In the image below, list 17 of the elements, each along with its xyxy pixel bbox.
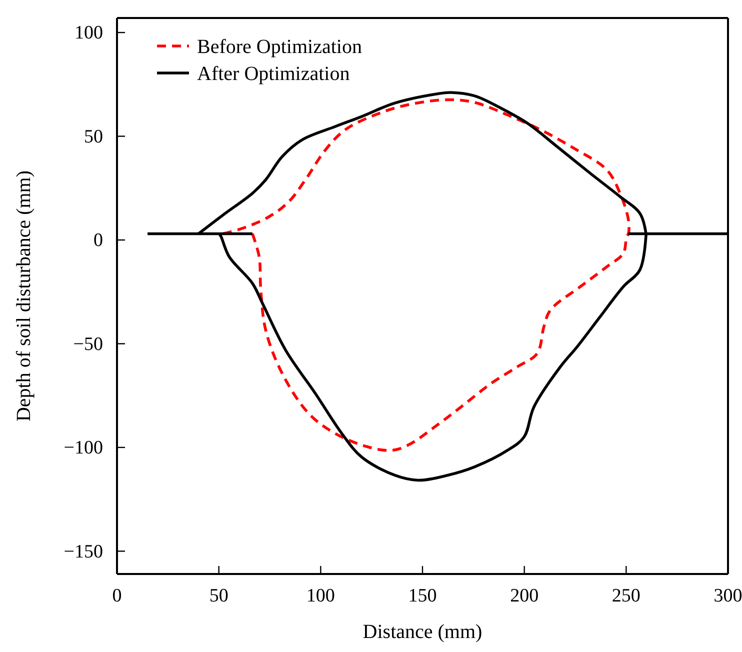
- y-tick-label: −50: [73, 334, 103, 355]
- y-tick-label: 50: [84, 126, 103, 148]
- x-axis-title: Distance (mm): [362, 621, 482, 643]
- x-tick-label: 300: [714, 585, 742, 606]
- y-axis-title: Depth of soil disturbance (mm): [13, 170, 35, 422]
- legend-label: Before Optimization: [197, 36, 362, 58]
- y-tick-label: −150: [64, 541, 103, 562]
- x-tick-label: 0: [112, 585, 122, 606]
- y-tick-label: 100: [74, 22, 103, 44]
- legend-label: After Optimization: [197, 63, 350, 85]
- x-tick-label: 250: [612, 585, 640, 606]
- y-tick-label: 0: [94, 230, 103, 252]
- x-tick-label: 100: [306, 585, 335, 606]
- y-tick-label: −100: [64, 438, 103, 459]
- x-tick-label: 200: [510, 585, 539, 606]
- x-tick-label: 50: [209, 585, 228, 606]
- x-tick-label: 150: [408, 585, 437, 606]
